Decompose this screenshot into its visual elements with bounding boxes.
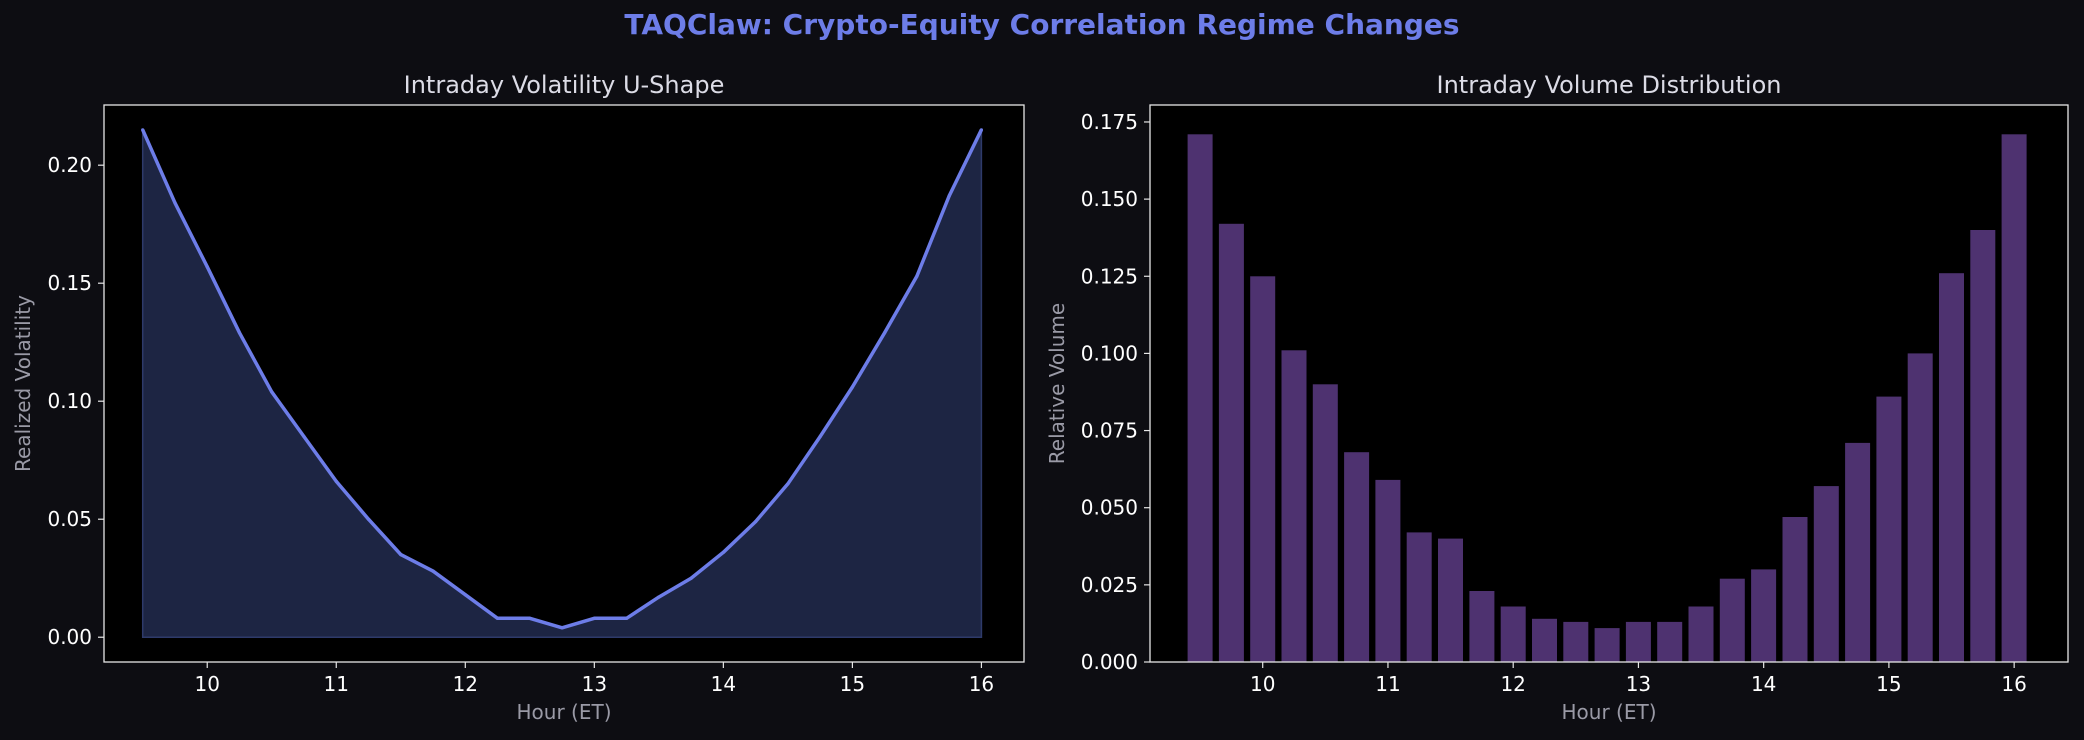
chart1-data-point [399,553,403,557]
chart2-bar [1344,452,1370,662]
chart1-y-tick-label: 0.15 [47,271,92,295]
chart2-x-axis-label: Hour (ET) [1562,700,1657,724]
chart2-bar [1657,621,1683,662]
chart2-bar [1500,606,1526,662]
chart1-data-point [915,274,919,278]
chart2-bar [1719,578,1745,662]
chart2-x-tick-label: 15 [1876,672,1901,696]
chart2-x-tick-label: 16 [2001,672,2026,696]
chart1-data-point [883,331,887,335]
chart1-x-tick-label: 16 [969,672,994,696]
chart1-x-tick-label: 15 [840,672,865,696]
chart2-y-axis-label: Relative Volume [1045,303,1069,464]
chart2-title: Intraday Volume Distribution [1437,71,1782,99]
chart1-data-point [141,128,145,132]
chart2-x-tick-label: 14 [1751,672,1776,696]
chart1-x-axis-label: Hour (ET) [517,700,612,724]
chart2-y-tick-label: 0.025 [1081,573,1138,597]
chart1-data-point [270,390,274,394]
chart2-x-tick-label: 13 [1626,672,1651,696]
chart1-title: Intraday Volatility U-Shape [404,71,725,99]
chart2-bar [1688,606,1714,662]
chart2-bar [1563,621,1589,662]
chart1-data-point [334,479,338,483]
chart1-data-point [237,331,242,335]
chart1-data-point [786,482,790,486]
chart2-bar [1375,479,1401,662]
chart2-y-tick-label: 0.175 [1081,110,1138,134]
chart1-data-point [463,593,467,597]
chart1-x-tick-label: 13 [582,672,607,696]
chart1-data-point [205,265,209,269]
chart1-x-tick-label: 11 [324,672,349,696]
chart1-data-point [495,616,500,620]
chart2-bar [1438,538,1463,662]
chart2-y-tick-label: 0.125 [1081,264,1138,288]
chart1-data-point [721,550,726,554]
chart1-data-point [947,194,951,198]
chart2-bar [1907,353,1933,662]
chart1-x-tick-label: 14 [711,672,736,696]
chart1-data-point [625,616,629,620]
chart2-bar [1813,486,1839,662]
chart2-bar [1782,517,1808,662]
chart2-bar [1939,273,1964,662]
chart2-bar [1312,384,1338,662]
chart2-bar [1532,618,1557,662]
chart1-data-point [528,616,532,620]
chart1-data-point [754,520,758,524]
chart1-y-axis-label: Realized Volatility [11,295,35,472]
chart1-data-point [173,201,177,205]
chart1-data-point [592,616,596,620]
chart2-bar [1187,134,1213,663]
chart2-bar [1469,591,1495,662]
chart2-bar [2001,134,2027,663]
chart1-x-tick-label: 12 [453,672,478,696]
chart1-data-point [302,435,306,439]
chart2-bar [1218,223,1244,663]
chart2-bar [1845,442,1871,662]
chart1-data-point [657,595,661,599]
chart2-axes-frame [1149,104,2069,663]
chart1-data-point [689,576,693,580]
chart1-axes-frame [103,104,1025,663]
chart1-data-point [818,435,822,439]
chart2-y-tick-label: 0.000 [1081,650,1138,674]
chart2-x-tick-label: 12 [1500,672,1525,696]
chart1-y-tick-label: 0.20 [47,153,92,177]
chart1-x-tick-label: 10 [194,672,219,696]
chart1-data-point [850,385,855,389]
chart2-y-tick-label: 0.050 [1081,496,1138,520]
chart2-bar [1876,396,1902,662]
chart2-bar [1970,230,1996,662]
chart2-bar [1250,276,1276,662]
chart2-bar [1406,532,1432,662]
chart2-bar [1281,350,1307,662]
chart2-y-tick-label: 0.100 [1081,341,1138,365]
chart2-bar [1594,628,1620,662]
chart2-x-tick-label: 11 [1375,672,1400,696]
chart1-data-point [560,626,564,630]
chart1-data-point [366,517,371,521]
figure-title: TAQClaw: Crypto-Equity Correlation Regim… [624,8,1460,41]
chart1-data-point [979,128,984,132]
chart2-bar [1625,621,1651,662]
chart1-y-tick-label: 0.00 [47,625,92,649]
chart1-data-point [431,569,435,573]
chart1-y-tick-label: 0.05 [47,507,92,531]
chart2-bar [1751,569,1777,662]
chart2-y-tick-label: 0.075 [1081,419,1138,443]
chart2-y-tick-label: 0.150 [1081,187,1138,211]
chart2-x-tick-label: 10 [1250,672,1275,696]
chart1-y-tick-label: 0.10 [47,389,92,413]
